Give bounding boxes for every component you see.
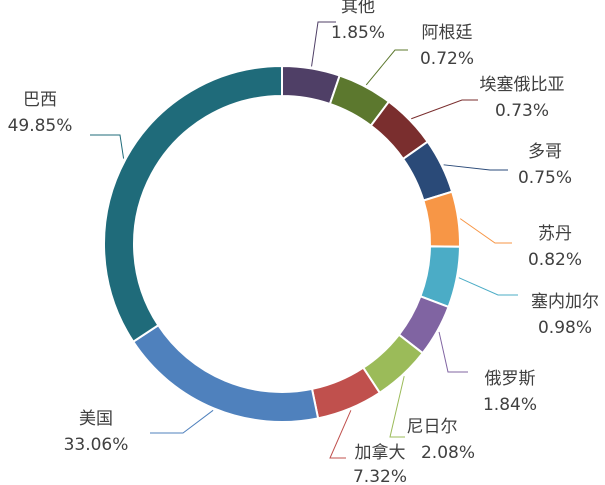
slice-label: 塞内加尔 <box>531 292 599 312</box>
leader-line <box>329 410 352 459</box>
leader-line <box>90 134 125 159</box>
slice-value-label: 0.98% <box>538 318 592 338</box>
slice-value-label: 0.75% <box>518 168 572 188</box>
donut-slice <box>103 64 283 344</box>
slice-label: 俄罗斯 <box>485 369 536 389</box>
slice-label: 巴西 <box>23 90 57 110</box>
slice-label: 苏丹 <box>538 224 572 244</box>
slice-label: 尼日尔 <box>407 417 458 437</box>
slice-label: 美国 <box>79 409 113 429</box>
slice-value-label: 1.85% <box>331 23 385 43</box>
slice-value-label: 33.06% <box>64 435 129 455</box>
leader-line <box>365 49 408 86</box>
leader-line <box>458 277 518 296</box>
slice-label: 加拿大 <box>355 442 406 463</box>
leader-line <box>443 164 508 171</box>
leader-line <box>389 376 405 438</box>
leader-line <box>438 331 468 373</box>
donut-slice <box>422 190 461 248</box>
leader-line <box>411 99 478 120</box>
slice-value-label: 7.32% <box>353 467 407 485</box>
leader-line <box>150 409 214 434</box>
slice-value-label: 2.08% <box>421 443 475 463</box>
leader-line <box>459 218 512 244</box>
slice-value-label: 0.82% <box>528 250 582 270</box>
slice-value-label: 1.84% <box>483 395 537 415</box>
slice-value-label: 49.85% <box>8 116 73 136</box>
slice-label: 其他 <box>341 0 375 17</box>
slice-label: 阿根廷 <box>422 23 473 43</box>
donut-slice <box>131 323 320 423</box>
slice-value-label: 0.73% <box>495 101 549 121</box>
slice-label: 埃塞俄比亚 <box>480 75 565 95</box>
leader-line <box>311 21 336 67</box>
slice-value-label: 0.72% <box>420 49 474 69</box>
slice-label: 多哥 <box>528 142 562 162</box>
